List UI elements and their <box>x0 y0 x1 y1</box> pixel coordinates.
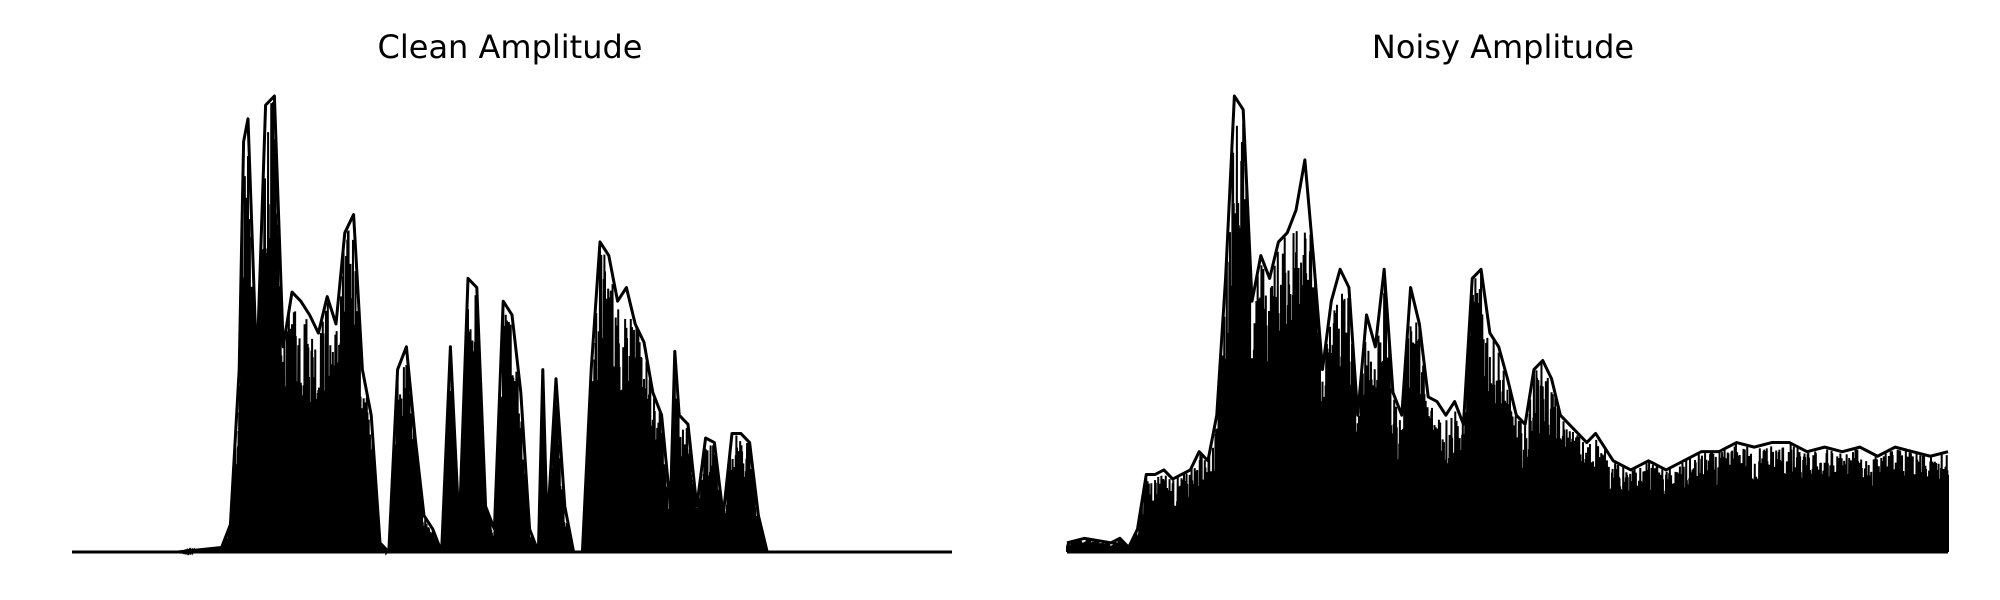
waveform-group <box>1066 94 1949 554</box>
waveform-group <box>72 94 952 556</box>
amplitude-envelope <box>72 94 952 554</box>
amplitude-envelope <box>1066 94 1949 549</box>
clean-amplitude-panel: Clean Amplitude <box>72 28 952 556</box>
amplitude-trace <box>72 102 952 556</box>
chart-title: Noisy Amplitude <box>1372 28 1634 66</box>
noisy-amplitude-panel: Noisy Amplitude <box>1066 28 1949 554</box>
amplitude-trace <box>1066 123 1949 553</box>
chart-title: Clean Amplitude <box>378 28 643 66</box>
